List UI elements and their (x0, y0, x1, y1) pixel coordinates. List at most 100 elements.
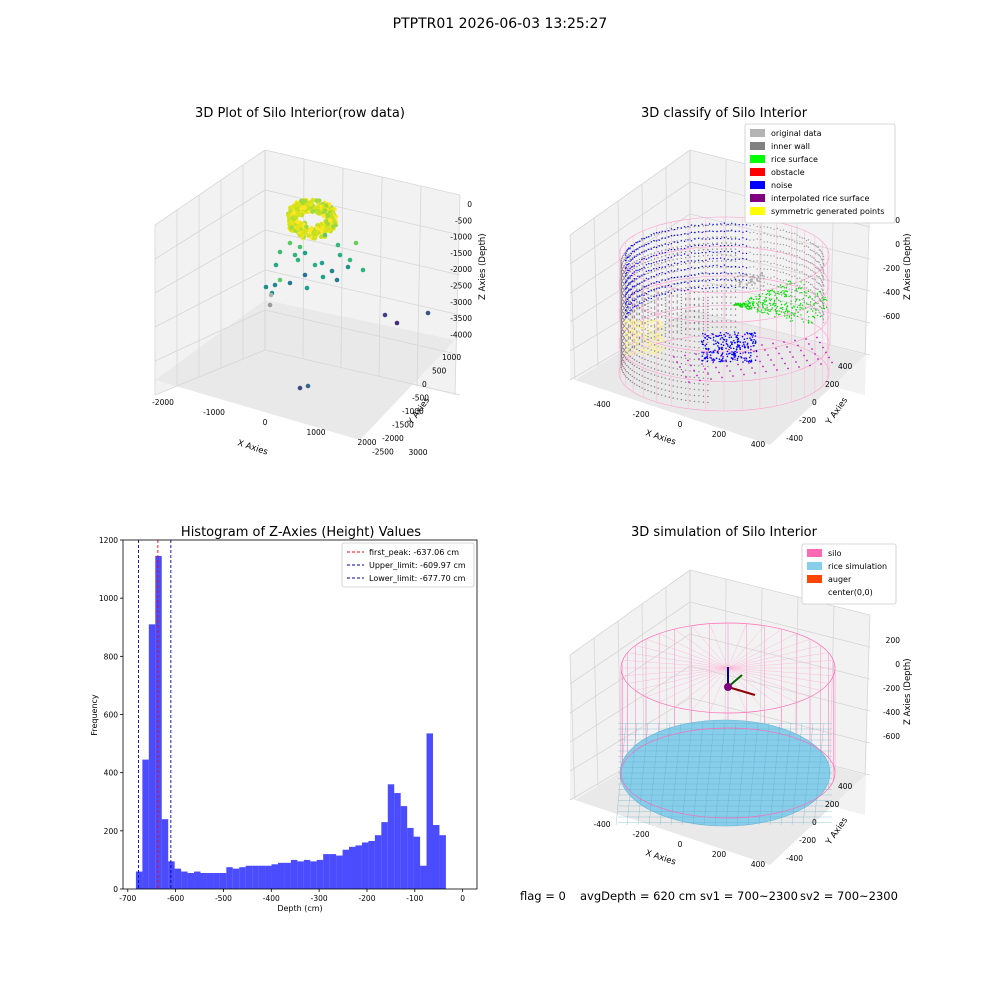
raw-ring-point (317, 211, 322, 216)
classify-wall-point (623, 265, 625, 267)
classify-original-point (747, 281, 750, 284)
classify-noise-point (721, 348, 724, 351)
classify-symmetric-point (629, 333, 632, 335)
classify-backwall-point (720, 257, 722, 259)
classify-wall-point (725, 266, 727, 268)
classify-wall-point (725, 290, 727, 292)
classify-backwall-point (673, 290, 676, 292)
classify-backwall-point (782, 285, 785, 288)
raw-data-point (287, 240, 293, 246)
classify-wall-point (707, 299, 709, 302)
classify-backwall-point (788, 252, 790, 254)
classify-wall-point (629, 284, 631, 286)
classify-interp-point (797, 344, 799, 347)
classify-interp-point (765, 370, 767, 373)
classify-wall-point (721, 314, 723, 316)
classify-backwall-point (626, 271, 628, 274)
classify-rice-point (800, 302, 802, 305)
classify-wall-point (638, 361, 641, 364)
classify-wall-point (661, 298, 663, 300)
classify-wall-point (657, 257, 659, 259)
classify-wall-point (676, 318, 678, 320)
classify-backwall-point (760, 281, 762, 283)
classify-backwall-point (648, 236, 650, 238)
classify-backwall-point (632, 245, 634, 247)
classify-wall-point (685, 305, 687, 307)
classify-wall-point (644, 267, 646, 270)
classify-wall-point (711, 308, 714, 310)
classify-backwall-point (670, 264, 673, 266)
classify-wall-point (621, 348, 623, 350)
classify-backwall-point (627, 284, 629, 286)
classify-wall-point (620, 357, 622, 359)
classify-rice-point (746, 307, 748, 310)
classify-backwall-point (645, 293, 648, 295)
classify-backwall-point (809, 275, 812, 278)
classify-backwall-point (667, 236, 669, 238)
classify-wall-point (676, 264, 678, 266)
classify-symmetric-point (632, 329, 635, 332)
classify-wall-point (664, 329, 667, 331)
classify-wall-point (685, 309, 687, 311)
classify-backwall-point (712, 278, 714, 281)
classify-wall-point (636, 378, 638, 380)
raw-ring-point (324, 219, 329, 224)
classify-backwall-point (625, 266, 627, 268)
classify-wall-point (622, 278, 624, 281)
classify-backwall-point (653, 289, 655, 291)
classify-symmetric-point (636, 320, 639, 323)
classify-backwall-point (720, 230, 722, 232)
classify-interp-point (809, 364, 811, 367)
classify-rice-point (802, 308, 804, 310)
classify-wall-point (623, 313, 625, 315)
classify-backwall-point (639, 275, 641, 277)
hist-bar (206, 873, 214, 889)
classify-rice-point (775, 303, 777, 305)
classify-wall-point (638, 379, 641, 382)
classify-wall-point (685, 281, 687, 283)
classify-symmetric-point (634, 340, 636, 342)
classify-rice-point (799, 308, 801, 311)
classify-backwall-point (770, 227, 772, 229)
classify-backwall-point (756, 225, 758, 228)
classify-wall-point (636, 314, 638, 316)
classify-backwall-point (630, 274, 633, 277)
classify-rice-point (785, 308, 787, 311)
sim-silo-spoke (659, 667, 729, 703)
classify-wall-point (698, 243, 700, 245)
classify-wall-point (644, 261, 646, 264)
classify-rice-point (793, 305, 795, 307)
classify-backwall-point (716, 237, 718, 240)
classify-backwall-point (639, 295, 641, 297)
classify-wall-point (633, 287, 636, 289)
classify-original-point (735, 280, 738, 283)
classify-wall-point (621, 294, 623, 296)
classify-noise-point (712, 336, 715, 339)
classify-backwall-point (738, 250, 740, 253)
classify-original-point (745, 284, 748, 287)
classify-backwall-point (738, 258, 740, 260)
classify-wall-point (653, 336, 656, 338)
classify-wall-point (664, 321, 667, 323)
sim-silo-spoke (727, 660, 834, 669)
classify-wall-point (650, 301, 652, 303)
classify-wall-point (664, 317, 667, 319)
classify-backwall-point (635, 285, 637, 287)
classify-wall-point (620, 327, 622, 329)
classify-wall-point (641, 257, 643, 259)
classify-backwall-point (633, 278, 636, 280)
classify-wall-point (631, 269, 633, 271)
classify-noise-point (734, 350, 736, 353)
classify-wall-point (621, 282, 623, 284)
raw-ring-point (315, 205, 320, 210)
classify-interp-point (761, 344, 763, 346)
classify-wall-point (644, 382, 646, 385)
classify-rice-point (819, 291, 821, 293)
classify-symmetric-point (631, 340, 633, 343)
classify-zlabel: Z Axies (Depth) (903, 233, 913, 300)
classify-backwall-point (712, 237, 714, 239)
classify-backwall-point (760, 254, 762, 256)
hist-legend-label: first_peak: -637.06 cm (369, 548, 459, 557)
classify-backwall-point (817, 261, 819, 263)
